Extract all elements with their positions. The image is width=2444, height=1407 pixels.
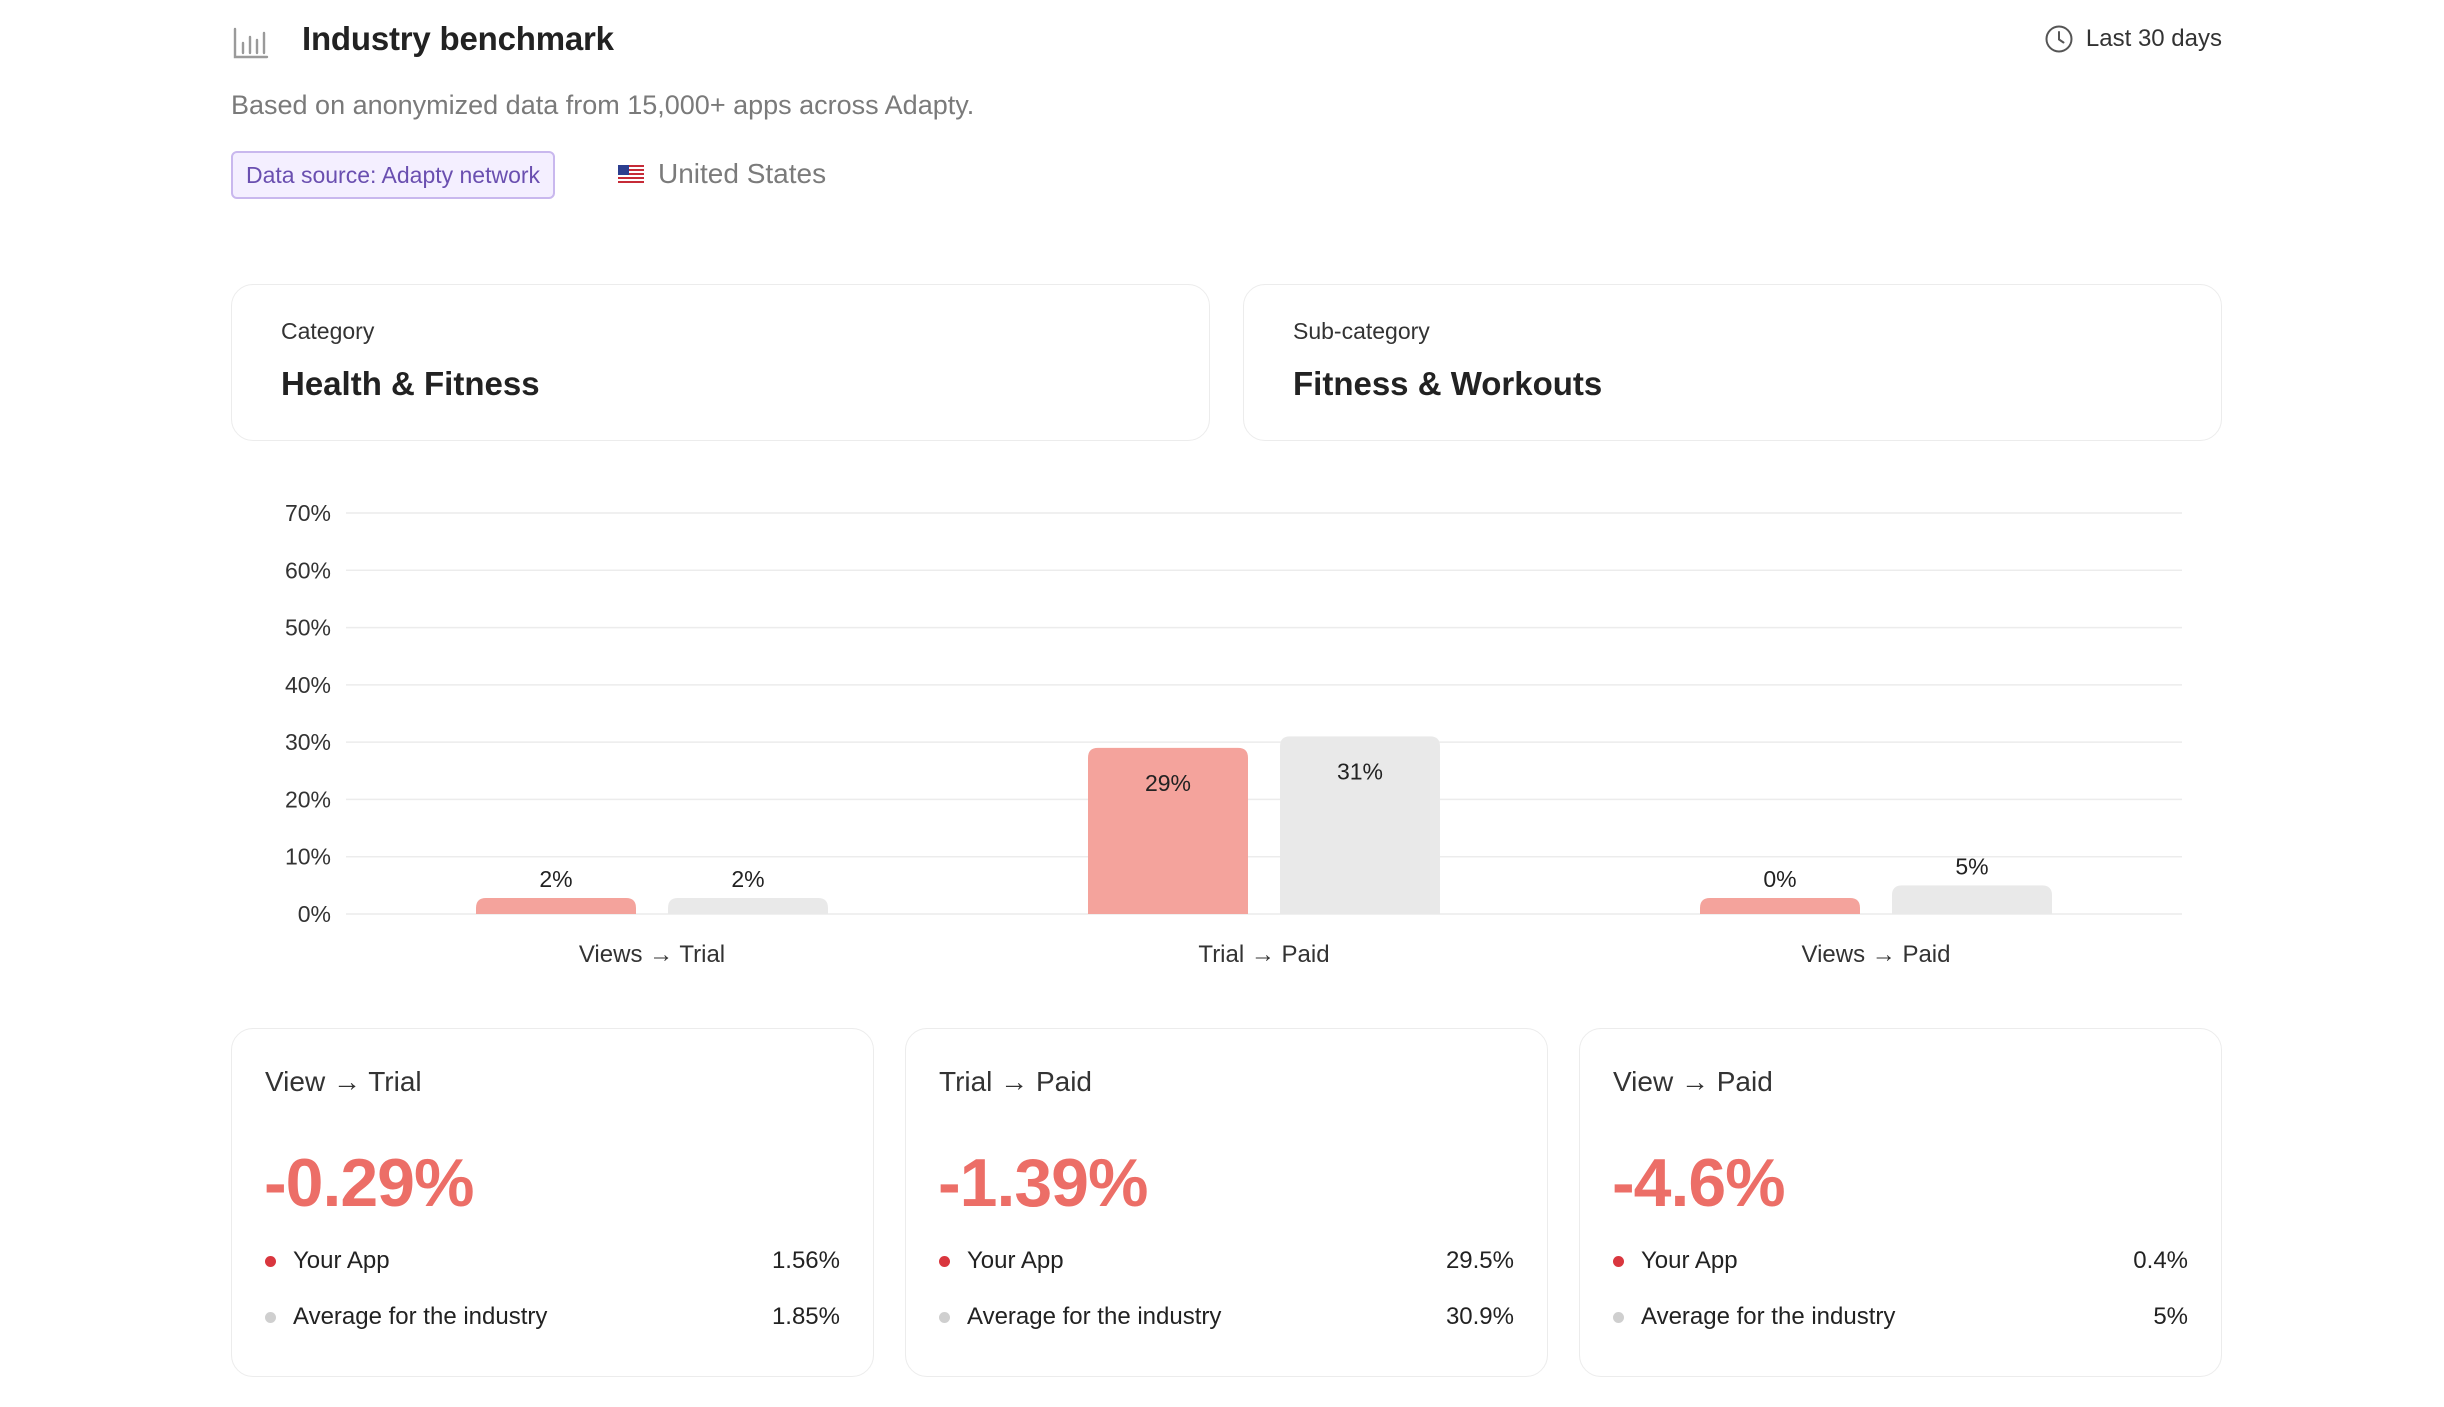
- page-title: Industry benchmark: [302, 20, 614, 57]
- your-app-value: 29.5%: [1445, 1247, 1514, 1274]
- data-label: 5%: [1955, 853, 1988, 879]
- metric-card-trial-paid: Trial → Paid -1.39% Your App 29.5% Avera…: [905, 1028, 1548, 1377]
- category-value: Health & Fitness: [281, 365, 540, 402]
- your-app-dot: [1613, 1255, 1624, 1267]
- date-range-selector[interactable]: Last 30 days: [2044, 24, 2222, 54]
- category-label: Category: [281, 318, 375, 344]
- your-app-value: 0.4%: [2133, 1247, 2188, 1274]
- your-app-label: Your App: [293, 1247, 390, 1274]
- clock-icon: [2045, 25, 2073, 53]
- metric-title: View → Trial: [265, 1066, 422, 1097]
- data-label: 2%: [539, 866, 572, 892]
- industry-dot: [1613, 1311, 1624, 1323]
- industry-label: Average for the industry: [1641, 1303, 1896, 1330]
- metric-title: View → Paid: [1613, 1066, 1773, 1097]
- bar: [668, 898, 828, 914]
- country-indicator: United States: [618, 158, 826, 190]
- bar: [1892, 885, 2052, 914]
- us-flag-icon: [618, 165, 644, 183]
- your-app-row: Your App 1.56%: [265, 1247, 840, 1275]
- your-app-row: Your App 29.5%: [939, 1247, 1514, 1275]
- industry-row: Average for the industry 30.9%: [939, 1303, 1514, 1331]
- y-tick-label: 60%: [285, 557, 331, 583]
- bar: [1700, 898, 1860, 914]
- data-source-badge: Data source: Adapty network: [231, 151, 556, 199]
- your-app-dot: [939, 1255, 950, 1267]
- y-tick-label: 50%: [285, 615, 331, 641]
- data-label: 0%: [1763, 866, 1796, 892]
- your-app-label: Your App: [1641, 1247, 1738, 1274]
- your-app-value: 1.56%: [771, 1247, 840, 1274]
- bar: [1280, 736, 1440, 914]
- your-app-row: Your App 0.4%: [1613, 1247, 2188, 1275]
- metric-delta: -0.29%: [264, 1145, 474, 1221]
- subcategory-value: Fitness & Workouts: [1293, 365, 1603, 402]
- industry-row: Average for the industry 5%: [1613, 1303, 2188, 1331]
- industry-row: Average for the industry 1.85%: [265, 1303, 840, 1331]
- x-tick-label: Views → Trial: [579, 941, 725, 968]
- metric-delta: -4.6%: [1612, 1145, 1786, 1221]
- subcategory-card: Sub-category Fitness & Workouts: [1243, 284, 2222, 441]
- industry-dot: [939, 1311, 950, 1323]
- bar: [1088, 747, 1248, 914]
- date-range-label: Last 30 days: [2085, 25, 2222, 52]
- your-app-label: Your App: [967, 1247, 1064, 1274]
- category-card: Category Health & Fitness: [231, 284, 1210, 441]
- industry-value: 1.85%: [771, 1303, 840, 1330]
- y-tick-label: 30%: [285, 729, 331, 755]
- bar-chart-icon: [233, 27, 269, 59]
- metric-card-view-trial: View → Trial -0.29% Your App 1.56% Avera…: [231, 1028, 874, 1377]
- industry-value: 30.9%: [1445, 1303, 1514, 1330]
- y-tick-label: 10%: [285, 844, 331, 870]
- y-tick-label: 40%: [285, 672, 331, 698]
- page-subtitle: Based on anonymized data from 15,000+ ap…: [231, 90, 975, 120]
- country-label: United States: [658, 158, 827, 189]
- industry-label: Average for the industry: [293, 1303, 548, 1330]
- industry-label: Average for the industry: [967, 1303, 1222, 1330]
- y-tick-label: 20%: [285, 786, 331, 812]
- data-label: 31%: [1337, 758, 1383, 784]
- data-label: 2%: [731, 866, 764, 892]
- metric-delta: -1.39%: [938, 1145, 1148, 1221]
- metric-card-view-paid: View → Paid -4.6% Your App 0.4% Average …: [1579, 1028, 2222, 1377]
- benchmark-bar-chart: 0% 10% 20% 30% 40% 50% 60% 70% 2% 2% Views → Trial…: [285, 500, 2182, 968]
- x-tick-label: Trial → Paid: [1198, 941, 1329, 968]
- x-tick-label: Views → Paid: [1802, 941, 1951, 968]
- data-label: 29%: [1145, 770, 1191, 796]
- your-app-dot: [265, 1255, 276, 1267]
- subcategory-label: Sub-category: [1293, 318, 1430, 344]
- y-tick-label: 0%: [298, 901, 331, 927]
- metric-title: Trial → Paid: [939, 1066, 1093, 1097]
- industry-dot: [265, 1311, 276, 1323]
- bar: [476, 898, 636, 914]
- industry-value: 5%: [2153, 1303, 2188, 1330]
- y-tick-label: 70%: [285, 500, 331, 526]
